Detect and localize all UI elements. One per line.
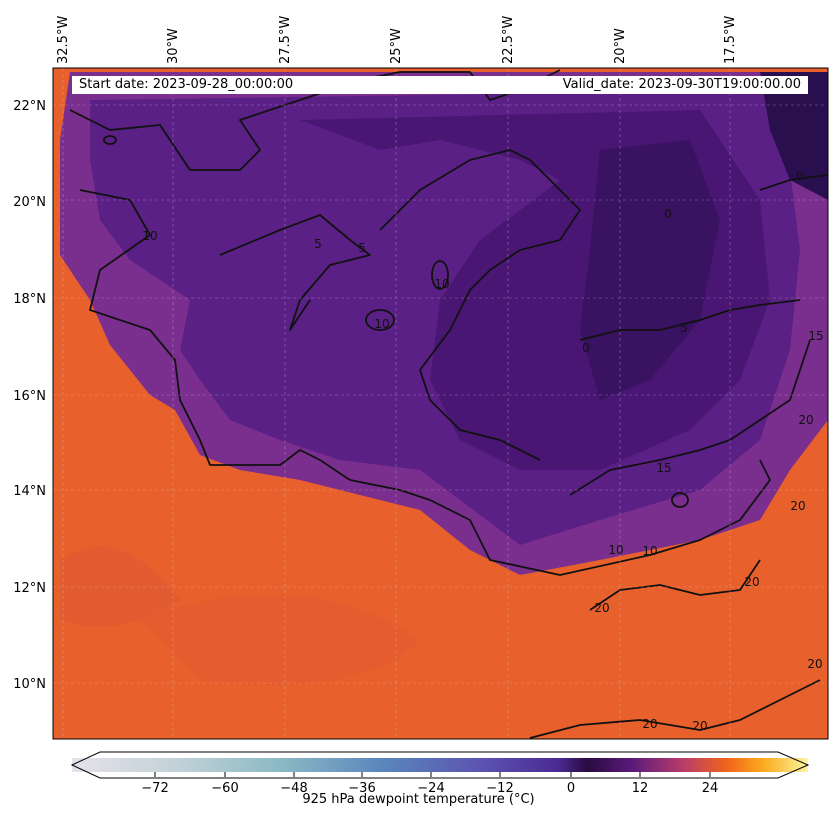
contour-labels: 0 0 0 5 5 5 10 10 10 10 10 15 15 20 20 20 20 20 20 20: [142, 169, 823, 733]
contour-label: 10: [642, 544, 657, 558]
colorbar-tick-label: −24: [417, 781, 444, 796]
contour-5: [219, 214, 371, 331]
contour-island: [431, 260, 449, 290]
latitude-label: 16°N: [13, 389, 46, 404]
contour-label: 20: [692, 719, 707, 733]
contour-15: [569, 339, 811, 496]
colorbar-tick-label: 12: [632, 781, 649, 796]
colorbar-tick-label: −12: [486, 781, 513, 796]
contour-island: [365, 309, 395, 331]
colorbar-ticks: −72 −60 −48 −36 −24 −12 0 12 24: [141, 772, 718, 796]
latitude-label: 14°N: [13, 484, 46, 499]
valid-date-label: Valid_date: 2023-09-30T19:00:00.00: [562, 77, 801, 92]
contour-island: [103, 135, 117, 145]
contour-label: 0: [582, 341, 590, 355]
latitude-label: 12°N: [13, 581, 46, 596]
contour-label: 10: [142, 229, 157, 243]
contour-island: [671, 492, 689, 508]
colorbar: −72 −60 −48 −36 −24 −12 0 12 24: [70, 751, 810, 796]
longitude-label: 32.5°W: [56, 16, 71, 64]
colorbar-tick-label: −48: [280, 781, 307, 796]
latitude-label: 22°N: [13, 99, 46, 114]
contour-label: 20: [807, 657, 822, 671]
warm-patch: [140, 594, 420, 685]
contour-20-south: [589, 559, 761, 611]
colorbar-outline: [70, 751, 810, 779]
driest-region: [760, 72, 828, 200]
contour-10-main: [79, 189, 771, 576]
latitude-labels: 22°N 20°N 18°N 16°N 14°N 12°N 10°N: [13, 99, 46, 692]
dewpoint-field: [53, 68, 828, 739]
contour-label: 10: [608, 543, 623, 557]
colorbar-tick-label: −36: [348, 781, 375, 796]
longitude-label: 17.5°W: [723, 16, 738, 64]
contour-20-coast: [529, 679, 821, 739]
contour-label: 20: [790, 499, 805, 513]
longitude-labels: 32.5°W 30°W 27.5°W 25°W 22.5°W 20°W 17.5°W: [56, 16, 738, 64]
warm-patch: [60, 546, 180, 627]
latitude-label: 10°N: [13, 677, 46, 692]
contour-label: 15: [656, 461, 671, 475]
dry-region-core: [580, 140, 720, 400]
contour-label: 20: [594, 601, 609, 615]
colorbar-tick-label: −60: [211, 781, 238, 796]
colorbar-body: [72, 758, 808, 772]
start-date-label: Start date: 2023-09-28_00:00:00: [79, 77, 294, 92]
contour-label: 0: [796, 169, 804, 183]
longitude-label: 22.5°W: [501, 16, 516, 64]
longitude-label: 30°W: [166, 28, 181, 64]
colorbar-title: 925 hPa dewpoint temperature (°C): [302, 792, 535, 807]
contour-label: 20: [798, 413, 813, 427]
latitude-label: 20°N: [13, 195, 46, 210]
contour-label: 15: [808, 329, 823, 343]
contour-label: 20: [744, 575, 759, 589]
contour-10-inner: [379, 149, 581, 371]
contour-0-east: [759, 174, 828, 191]
contour-label: 10: [434, 277, 449, 291]
colorbar-tick-label: 24: [702, 781, 719, 796]
header-box: Start date: 2023-09-28_00:00:00 Valid_da…: [72, 76, 808, 94]
contour-5-east: [579, 299, 801, 341]
map-frame: [52, 67, 829, 740]
longitude-label: 25°W: [389, 28, 404, 64]
contour-lines: [69, 69, 828, 739]
colorbar-tick-label: −72: [141, 781, 168, 796]
graticule: [53, 68, 828, 739]
contour-10-east: [419, 369, 541, 461]
contour-label: 5: [680, 321, 688, 335]
contour-label: 10: [374, 317, 389, 331]
contour-label: 5: [314, 237, 322, 251]
latitude-label: 18°N: [13, 292, 46, 307]
contour-label: 0: [664, 207, 672, 221]
contour-label: 20: [642, 717, 657, 731]
colorbar-tick-label: 0: [567, 781, 575, 796]
longitude-label: 20°W: [613, 28, 628, 64]
contour-label: 5: [358, 241, 366, 255]
longitude-label: 27.5°W: [278, 16, 293, 64]
